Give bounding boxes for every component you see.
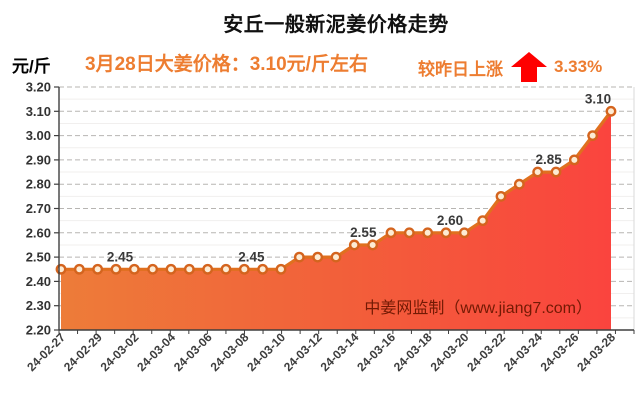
data-point-marker [128, 263, 140, 275]
data-point-marker [202, 263, 214, 275]
data-point-marker [458, 227, 470, 239]
y-axis-label: 3.20 [26, 80, 51, 95]
data-point-marker [330, 251, 342, 263]
x-axis-label: 24-03-06 [171, 330, 215, 374]
data-point-marker [587, 130, 599, 142]
data-point-marker [220, 263, 232, 275]
data-label: 2.60 [437, 213, 463, 228]
up-arrow-icon [511, 52, 548, 82]
data-point-marker [477, 215, 489, 227]
x-axis-label: 24-03-24 [501, 330, 545, 374]
data-point-marker [513, 178, 525, 190]
x-axis-label: 24-03-10 [244, 330, 288, 374]
chart-title: 安丘一般新泥姜价格走势 [223, 14, 449, 36]
data-point-marker [568, 154, 580, 166]
x-axis-label: 24-03-14 [318, 330, 362, 374]
y-axis-label: 2.30 [26, 298, 51, 313]
data-label: 2.55 [350, 225, 377, 240]
data-point-marker [348, 239, 360, 251]
change-label: 较昨日上涨 [418, 59, 503, 79]
x-axis-label: 24-03-16 [354, 330, 398, 374]
data-point-marker [73, 263, 85, 275]
data-point-marker [165, 263, 177, 275]
y-axis-label: 2.60 [26, 225, 51, 240]
data-point-marker [257, 263, 269, 275]
y-axis-label: 3.00 [26, 128, 51, 143]
data-label: 2.45 [107, 249, 134, 264]
change-indicator: 较昨日上涨 3.33% [418, 51, 602, 83]
data-point-marker [147, 263, 159, 275]
data-point-marker [293, 251, 305, 263]
y-axis-label: 2.50 [26, 250, 51, 265]
data-point-marker [550, 166, 562, 178]
x-axis-label: 24-03-12 [281, 330, 325, 374]
data-point-marker [605, 105, 617, 117]
x-axis-label: 24-03-20 [428, 330, 472, 374]
y-axis-unit-label: 元/斤 [12, 57, 51, 76]
watermark: 中姜网监制（www.jiang7.com） [364, 299, 592, 317]
y-axis-label: 2.70 [26, 201, 51, 216]
data-point-marker [403, 227, 415, 239]
y-axis-label: 2.80 [26, 177, 51, 192]
data-point-marker [183, 263, 195, 275]
data-point-marker [367, 239, 379, 251]
data-point-marker [312, 251, 324, 263]
data-label: 3.10 [585, 91, 611, 106]
x-axis-label: 24-03-26 [538, 330, 582, 374]
y-axis-label: 2.20 [26, 323, 51, 338]
data-label: 2.45 [238, 249, 265, 264]
price-subtitle: 3月28日大姜价格：3.10元/斤左右 [85, 54, 368, 75]
data-point-marker [495, 190, 507, 202]
y-axis-label: 2.90 [26, 152, 51, 167]
x-axis-label: 24-03-02 [98, 330, 142, 374]
data-point-marker [385, 227, 397, 239]
change-percent: 3.33% [554, 57, 603, 76]
data-point-marker [110, 263, 122, 275]
x-axis-label: 24-03-22 [464, 330, 508, 374]
data-point-marker [92, 263, 104, 275]
x-axis-label: 24-02-29 [61, 330, 105, 374]
area-fill [61, 111, 611, 330]
y-axis-label: 3.10 [26, 104, 51, 119]
data-point-marker [532, 166, 544, 178]
y-axis-label: 2.40 [26, 274, 51, 289]
data-point-marker [440, 227, 452, 239]
data-point-marker [238, 263, 250, 275]
data-label: 2.85 [536, 152, 563, 167]
x-axis-label: 24-03-18 [391, 330, 435, 374]
x-axis-label: 24-03-04 [134, 330, 178, 374]
data-point-marker [422, 227, 434, 239]
x-axis-label: 24-03-28 [574, 330, 618, 374]
data-point-marker [275, 263, 287, 275]
data-point-marker [55, 263, 67, 275]
x-axis-label: 24-03-08 [208, 330, 252, 374]
